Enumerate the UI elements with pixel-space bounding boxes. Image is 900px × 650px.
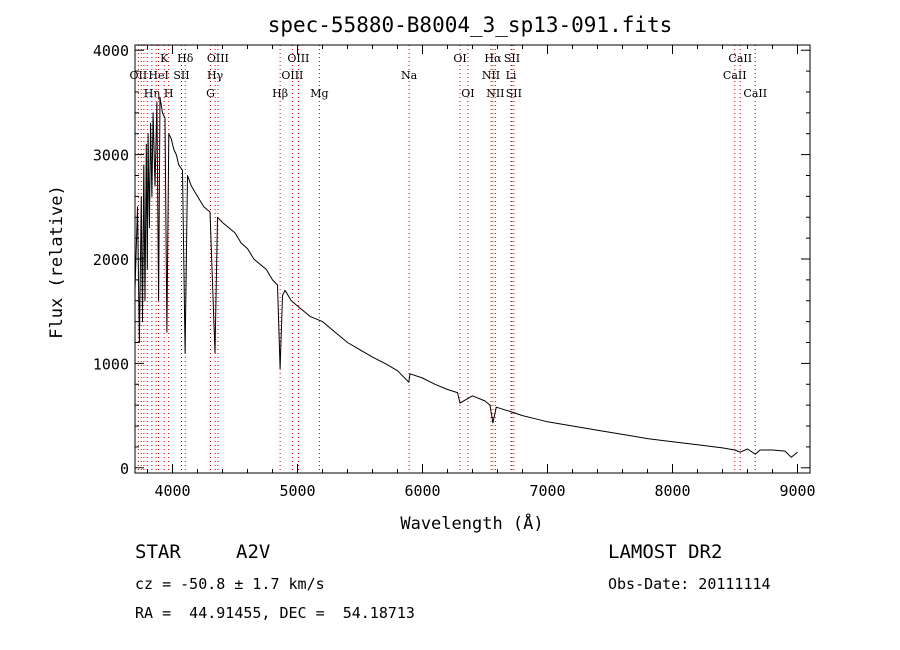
line-label-9: SII [173, 69, 189, 82]
line-label-23: NII [486, 87, 504, 100]
line-label-0: OII [130, 69, 148, 82]
x-tick-label: 6000 [404, 482, 440, 500]
redshift-cz: cz = -50.8 ± 1.7 km/s [135, 575, 325, 593]
line-label-26: SII [506, 87, 522, 100]
line-label-6: HeI [148, 69, 168, 82]
y-tick-label: 1000 [93, 355, 129, 373]
line-label-29: CaII [743, 87, 767, 100]
x-tick-label: 4000 [154, 482, 190, 500]
line-label-19: OI [453, 52, 466, 65]
line-label-20: OI [461, 87, 474, 100]
observation-date: Obs-Date: 20111114 [608, 575, 771, 593]
plot-frame [134, 44, 811, 474]
chart-title: spec-55880-B8004_3_sp13-091.fits [268, 13, 673, 37]
line-label-13: OIII [207, 52, 229, 65]
y-axis-label: Flux (relative) [47, 185, 67, 339]
line-label-28: CaII [728, 52, 752, 65]
line-label-25: SII [504, 52, 520, 65]
axis-ticks: 4000 5000 6000 7000 8000 9000 0 1000 2000 3000 400… [93, 42, 816, 500]
x-tick-label: 9000 [779, 482, 815, 500]
line-label-10: Hδ [177, 52, 194, 65]
line-label-24: Li [506, 69, 517, 82]
line-label-11: G [206, 87, 215, 100]
ra-dec: RA = 44.91455, DEC = 54.18713 [135, 604, 415, 622]
object-class: STAR [135, 541, 181, 563]
line-label-21: NII [482, 69, 500, 82]
line-label-14: Hβ [272, 87, 288, 100]
y-tick-label: 3000 [93, 147, 129, 165]
y-tick-label: 2000 [93, 251, 129, 269]
survey-name: LAMOST DR2 [608, 541, 723, 563]
y-tick-label: 0 [120, 460, 129, 478]
line-label-16: OIII [287, 52, 309, 65]
x-tick-label: 8000 [654, 482, 690, 500]
x-axis-label: Wavelength (Å) [400, 512, 543, 534]
line-labels: OII Hη HeI K H SII Hδ G Hγ OIII Hβ OIII OIII Mg Na OI OI… [130, 52, 768, 100]
x-tick-label: 7000 [529, 482, 565, 500]
spectrum-series [134, 96, 798, 458]
line-label-12: Hγ [207, 69, 224, 82]
line-label-27: CaII [723, 69, 747, 82]
line-label-22: Hα [484, 52, 502, 65]
subclass: A2V [236, 541, 271, 563]
y-tick-label: 4000 [93, 42, 129, 60]
line-markers [137, 45, 756, 473]
line-label-18: Na [401, 69, 418, 82]
spectrum-line [134, 96, 798, 458]
line-label-7: K [160, 52, 169, 65]
x-tick-label: 5000 [279, 482, 315, 500]
line-label-4: Hη [144, 87, 160, 100]
line-label-8: H [164, 87, 174, 100]
line-label-17: Mg [310, 87, 328, 100]
line-label-15: OIII [281, 69, 303, 82]
